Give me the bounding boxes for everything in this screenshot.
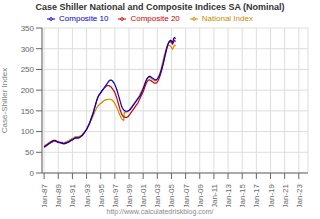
svg-text:Jan-15: Jan-15 [238, 183, 247, 207]
svg-text:Jan-07: Jan-07 [182, 183, 191, 207]
html-text:Composite 20: Composite 20 [130, 14, 180, 23]
svg-text:Jan-05: Jan-05 [167, 183, 176, 207]
svg-text:Jan-97: Jan-97 [111, 183, 120, 207]
svg-text:Jan-19: Jan-19 [267, 183, 276, 207]
svg-text:Jan-95: Jan-95 [97, 183, 106, 207]
svg-text:Jan-21: Jan-21 [281, 183, 290, 207]
svg-text:Jan-11: Jan-11 [210, 183, 219, 207]
svg-text:Jan-23: Jan-23 [295, 183, 304, 207]
svg-text:Jan-91: Jan-91 [68, 183, 77, 207]
html-text:Case Shiller National and Comp: Case Shiller National and Composite Indi… [35, 2, 285, 12]
svg-text:200: 200 [21, 86, 35, 95]
svg-text:150: 150 [21, 107, 35, 116]
svg-text:350: 350 [21, 24, 35, 33]
svg-text:Jan-13: Jan-13 [224, 183, 233, 207]
svg-text:Jan-87: Jan-87 [40, 183, 49, 207]
html-text:Composite 10: Composite 10 [59, 14, 109, 23]
svg-text:Jan-99: Jan-99 [125, 183, 134, 207]
html-text:National Index: National Index [201, 14, 253, 23]
svg-text:0: 0 [30, 169, 35, 178]
svg-text:250: 250 [21, 65, 35, 74]
svg-text:100: 100 [21, 127, 35, 136]
svg-text:Jan-89: Jan-89 [54, 183, 63, 207]
svg-text:50: 50 [25, 148, 34, 157]
svg-text:Jan-09: Jan-09 [196, 183, 205, 207]
svg-text:Case-Shiller Index: Case-Shiller Index [8, 68, 9, 133]
svg-text:300: 300 [21, 45, 35, 54]
svg-text:Jan-93: Jan-93 [83, 183, 92, 207]
svg-text:Jan-01: Jan-01 [139, 183, 148, 207]
html-text:http://www.calculatedriskblog.: http://www.calculatedriskblog.com/ [106, 208, 214, 215]
svg-text:Jan-17: Jan-17 [252, 183, 261, 207]
svg-text:Jan-03: Jan-03 [153, 183, 162, 207]
